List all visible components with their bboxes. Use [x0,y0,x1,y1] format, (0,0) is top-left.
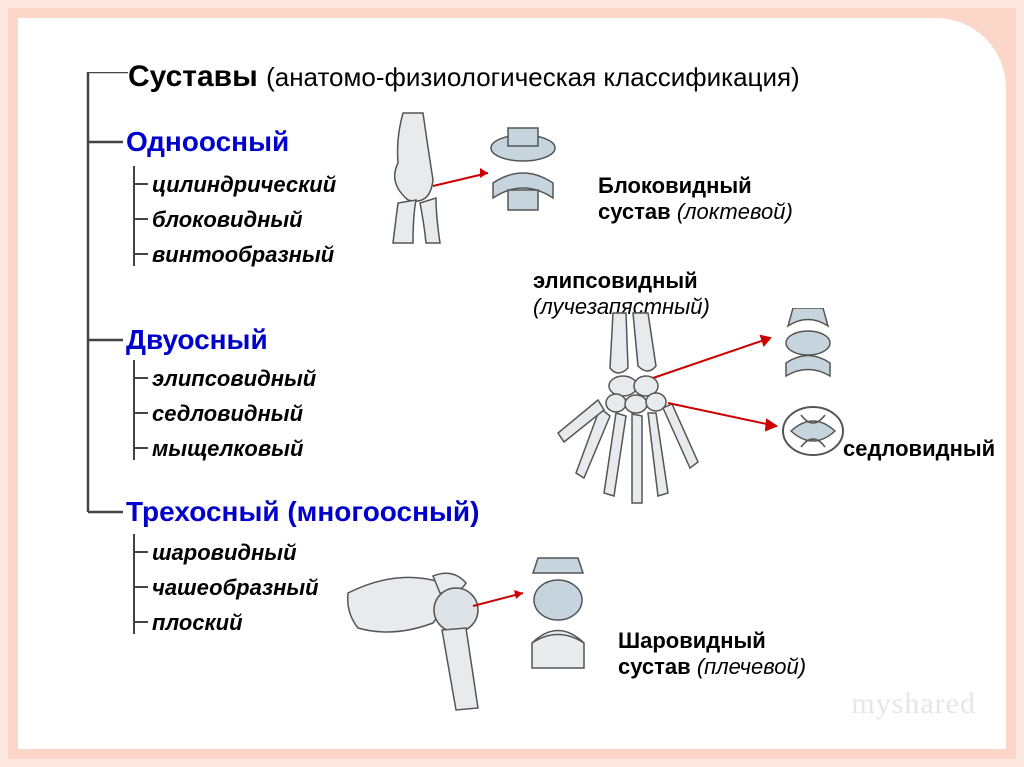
title-sub: (анатомо-физиологическая классификация) [266,62,800,92]
ball-label: Шаровидный сустав (плечевой) [618,628,806,680]
ball-label-line1: Шаровидный [618,628,766,653]
elbow-label-paren: (локтевой) [677,199,793,224]
watermark: myshared [851,687,976,721]
category-3: Трехосный (многоосный) [126,496,479,528]
sub-2-1: элипсовидный [152,366,316,392]
sub-1-3: винтообразный [152,242,334,268]
category-2: Двуосный [126,324,268,356]
sub-3-3: плоский [152,610,243,636]
sub-2-2: седловидный [152,401,303,427]
sub-3-2: чашеобразный [152,575,319,601]
elbow-joint-icon [358,108,578,248]
elbow-label-line2: сустав [598,199,671,224]
shoulder-joint-icon [338,548,618,718]
hand-joint-icon [498,308,918,518]
ball-label-line2: сустав [618,654,691,679]
sub-1-1: цилиндрический [152,172,336,198]
elbow-label-line1: Блоковидный [598,173,752,198]
sub-1-2: блоковидный [152,207,303,233]
ellipsoid-label-line1: элипсовидный [533,268,698,293]
sub-2-3: мыщелковый [152,436,303,462]
saddle-label: седловидный [843,436,995,462]
category-1: Одноосный [126,126,289,158]
elbow-label: Блоковидный сустав (локтевой) [598,173,793,225]
page-title: Суставы (анатомо-физиологическая классиф… [128,60,800,94]
ball-label-paren: (плечевой) [697,654,806,679]
slide: Суставы (анатомо-физиологическая классиф… [18,18,1006,749]
sub-3-1: шаровидный [152,540,297,566]
